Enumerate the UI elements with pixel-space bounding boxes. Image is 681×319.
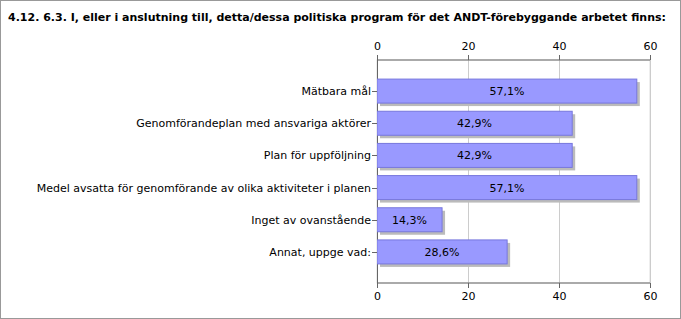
category-label: Inget av ovanstående (251, 214, 371, 227)
tick-label: 40 (553, 40, 567, 53)
tick-label: 0 (374, 290, 381, 303)
bar (377, 176, 637, 200)
tick-mark (377, 55, 378, 60)
category-label: Plan för uppföljning (264, 149, 371, 162)
data-label: 57,1% (489, 182, 524, 195)
axis-line (377, 283, 650, 284)
bar (377, 143, 572, 167)
tick-mark (559, 283, 560, 288)
bar (377, 208, 442, 232)
tick-mark (559, 55, 560, 60)
tick-label: 60 (644, 40, 658, 53)
data-label: 57,1% (489, 85, 524, 98)
category-tick (372, 188, 377, 189)
plot-frame (377, 60, 650, 283)
tick-mark (650, 283, 651, 288)
tick-mark (377, 283, 378, 288)
bar (377, 111, 572, 135)
tick-mark (650, 55, 651, 60)
tick-label: 20 (462, 40, 476, 53)
category-label: Genomförandeplan med ansvariga aktörer (136, 117, 371, 130)
grid-line (650, 60, 651, 283)
tick-label: 0 (374, 40, 381, 53)
bar (377, 240, 507, 264)
category-tick (372, 123, 377, 124)
chart-container: 4.12. 6.3. I, eller i anslutning till, d… (0, 0, 681, 319)
data-label: 42,9% (457, 149, 492, 162)
outer-frame (1, 1, 681, 319)
tick-label: 20 (462, 290, 476, 303)
data-label: 42,9% (457, 117, 492, 130)
data-label: 14,3% (392, 214, 427, 227)
axis-line (377, 60, 650, 61)
title: 4.12. 6.3. I, eller i anslutning till, d… (8, 11, 666, 24)
tick-label: 60 (644, 290, 658, 303)
bars (377, 79, 640, 267)
category-tick (372, 220, 377, 221)
category-tick (372, 252, 377, 253)
tick-mark (468, 55, 469, 60)
category-label: Annat, uppge vad: (269, 246, 371, 259)
data-label: 28,6% (425, 246, 460, 259)
tick-label: 40 (553, 290, 567, 303)
category-label: Mätbara mål (301, 85, 371, 98)
chart-svg: 4.12. 6.3. I, eller i anslutning till, d… (0, 0, 681, 319)
tick-mark (468, 283, 469, 288)
category-label: Medel avsatta för genomförande av olika … (37, 182, 371, 195)
category-tick (372, 91, 377, 92)
category-tick (372, 155, 377, 156)
bar (377, 79, 637, 103)
